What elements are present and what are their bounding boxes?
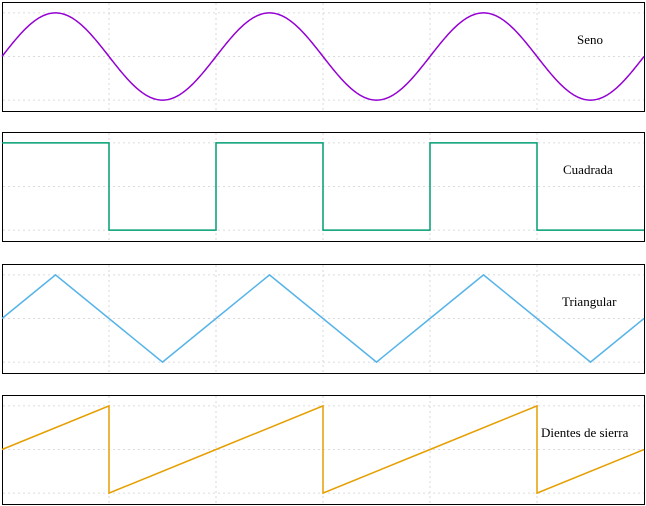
series-line — [1, 12, 645, 101]
waveform-panel: Cuadrada — [2, 132, 645, 242]
waveform-panel: Triangular — [1, 264, 645, 374]
waveform-panel: Dientes de sierra — [1, 395, 645, 505]
series-label: Seno — [577, 32, 603, 47]
series-line — [1, 404, 645, 495]
series-line — [1, 273, 645, 364]
series-label: Cuadrada — [563, 162, 613, 177]
series-label: Triangular — [562, 294, 617, 309]
series-label: Dientes de sierra — [541, 425, 629, 440]
series-line — [2, 142, 644, 231]
waveform-panel: Seno — [1, 2, 645, 112]
